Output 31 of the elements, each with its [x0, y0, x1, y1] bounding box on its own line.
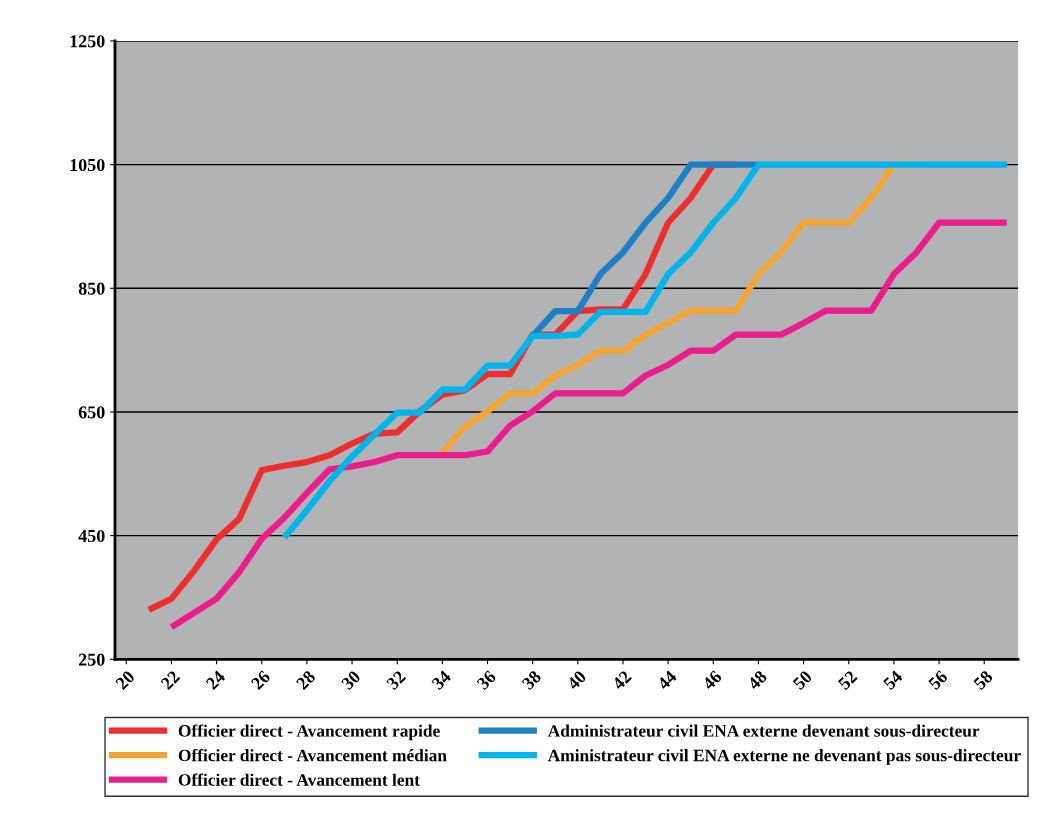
x-tick-label: 32 [385, 669, 407, 691]
x-tick-label: 26 [250, 669, 271, 691]
legend-label: Officier direct - Avancement médian [178, 748, 447, 762]
x-tick-label: 54 [882, 669, 904, 691]
x-tick-label: 22 [160, 669, 181, 691]
x-tick-label: 36 [476, 669, 497, 691]
x-tick-label: 48 [746, 669, 768, 691]
legend-label: Officier direct - Avancement rapide [178, 724, 440, 741]
x-tick-label: 34 [431, 669, 452, 691]
x-tick-label: 44 [656, 669, 678, 691]
y-tick-label: 1050 [70, 158, 105, 172]
legend-label: Administrateur civil ENA externe devenant sous-directeur [547, 724, 980, 737]
x-tick-label: 40 [566, 669, 587, 691]
x-tick-label: 52 [837, 669, 858, 691]
x-tick-label: 50 [792, 669, 813, 691]
x-tick-label: 20 [115, 669, 136, 691]
y-tick-label: 1250 [70, 35, 105, 48]
x-tick-label: 42 [611, 669, 632, 691]
x-tick-label: 38 [521, 669, 542, 691]
legend-label: Aministrateur civil ENA externe ne devenant pas sous-directeur [547, 749, 1021, 765]
x-tick-label: 28 [295, 669, 317, 691]
y-tick-label: 250 [78, 653, 105, 666]
y-tick-label: 450 [78, 529, 105, 543]
x-tick-label: 46 [701, 669, 723, 691]
y-tick-label: 850 [78, 282, 105, 295]
x-tick-label: 58 [972, 669, 994, 691]
x-tick-label: 56 [927, 669, 949, 691]
legend-label: Officier direct - Avancement lent [178, 773, 420, 786]
y-tick-label: 650 [78, 406, 105, 419]
x-tick-label: 24 [205, 669, 226, 691]
x-tick-label: 30 [340, 669, 362, 691]
